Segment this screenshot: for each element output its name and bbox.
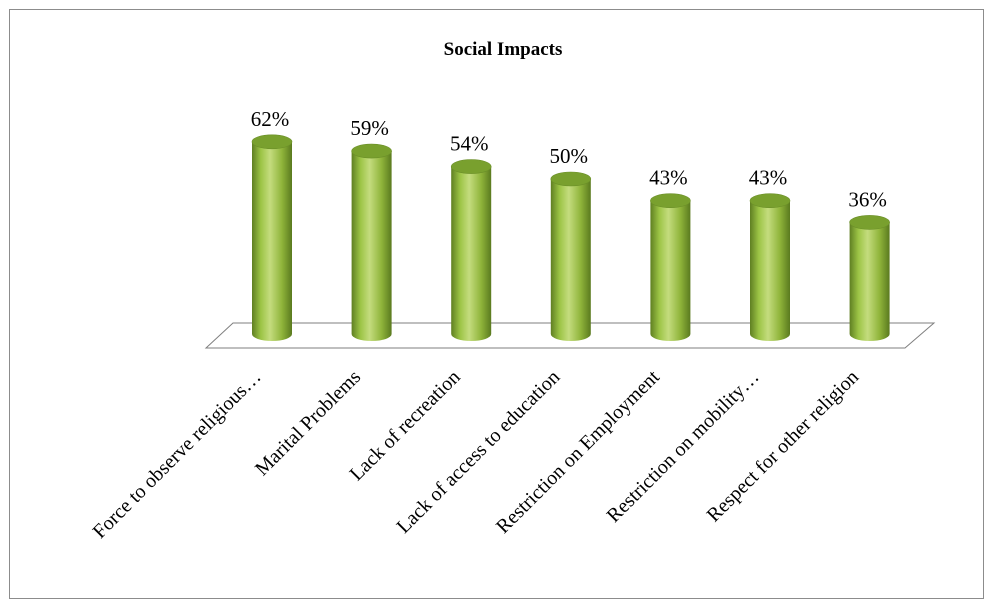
data-label: 50%	[550, 144, 589, 168]
chart-frame	[9, 9, 984, 599]
bar-top	[749, 193, 791, 208]
bar-body	[252, 141, 292, 341]
bar-top	[849, 215, 890, 230]
bar-7	[849, 215, 890, 341]
category-label: Marital Problems	[251, 366, 365, 480]
bar-top	[351, 143, 392, 159]
bar-5	[650, 193, 691, 341]
bar-4	[550, 171, 592, 341]
bar-body	[650, 200, 691, 341]
category-label: Force to observe religious…	[89, 366, 266, 543]
data-label: 36%	[848, 187, 887, 211]
bar-top	[251, 134, 293, 150]
category-label: Lack of access to education	[392, 366, 564, 538]
bar-body	[351, 151, 392, 341]
bar-1	[251, 134, 293, 341]
bar-2	[351, 143, 392, 341]
bar-top	[650, 193, 691, 208]
category-label: Restriction on Employment	[492, 366, 664, 538]
bar-body	[849, 222, 890, 341]
data-label: 43%	[749, 166, 788, 190]
data-label: 59%	[350, 116, 389, 140]
bar-body	[750, 200, 790, 341]
chart-floor	[204, 322, 936, 349]
bar-body	[550, 179, 591, 341]
bar-top	[450, 159, 492, 174]
bar-body	[451, 166, 492, 341]
data-label: 62%	[251, 107, 290, 131]
bar-top	[550, 171, 592, 187]
bar-6	[749, 193, 791, 341]
chart-title: Social Impacts	[444, 39, 563, 60]
bar-3	[450, 159, 492, 341]
data-label: 54%	[450, 132, 489, 156]
data-label: 43%	[649, 166, 688, 190]
